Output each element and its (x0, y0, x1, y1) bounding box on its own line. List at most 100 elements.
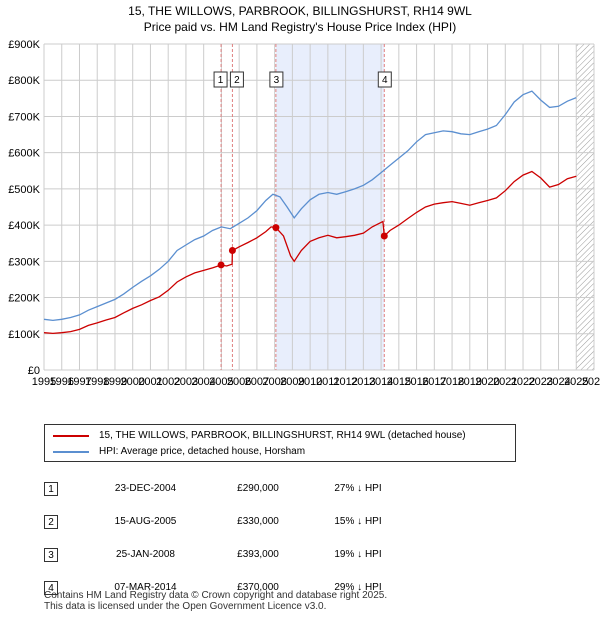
transaction-number: 1 (44, 481, 58, 496)
shaded-period (275, 44, 385, 370)
legend-label-property: 15, THE WILLOWS, PARBROOK, BILLINGSHURST… (99, 430, 466, 441)
transaction-price-cell: £370,000 (203, 571, 313, 604)
chart-title-line2: Price paid vs. HM Land Registry's House … (143, 20, 457, 34)
x-tick-label: 2017 (422, 376, 446, 388)
x-tick-label: 2020 (475, 376, 499, 388)
transaction-date: 15-AUG-2005 (114, 516, 177, 527)
transaction-number: 3 (44, 547, 58, 562)
y-tick-label: £300K (8, 256, 40, 268)
legend-swatch-hpi (53, 451, 89, 453)
x-tick-label: 2000 (120, 376, 144, 388)
x-tick-label: 2009 (280, 376, 304, 388)
transaction-row: 3 25-JAN-2008 £393,000 19% ↓ HPI (44, 538, 403, 571)
x-tick-label: 2021 (493, 376, 517, 388)
marker-label: 1 (218, 75, 224, 86)
transactions-table: 1 23-DEC-2004 £290,000 27% ↓ HPI 2 15-AUG-200… (44, 472, 403, 604)
transaction-date-cell: 15-AUG-2005 (88, 505, 203, 538)
marker-label-box (269, 71, 284, 88)
footer-licence: This data is licensed under the Open Gov… (44, 601, 327, 612)
x-tick-label: 2023 (529, 376, 553, 388)
transaction-date: 07-MAR-2014 (114, 582, 177, 593)
x-tick-label: 2016 (404, 376, 428, 388)
transaction-date: 23-DEC-2004 (114, 483, 177, 494)
x-tick-label: 2013 (351, 376, 375, 388)
legend-label-hpi: HPI: Average price, detached house, Hors… (99, 446, 306, 457)
transaction-number-cell: 1 (44, 472, 88, 505)
y-tick-label: £700K (8, 111, 40, 123)
x-tick-label: 1996 (49, 376, 73, 388)
transaction-hpi-diff: 27% ↓ HPI (334, 483, 382, 494)
marker-label-box (213, 71, 228, 88)
legend-swatch-property (53, 435, 89, 437)
transaction-price: £290,000 (237, 483, 279, 494)
x-tick-label: 2012 (333, 376, 357, 388)
transaction-hpi-diff-cell: 15% ↓ HPI (313, 505, 403, 538)
legend: 15, THE WILLOWS, PARBROOK, BILLINGSHURST… (44, 424, 516, 462)
y-tick-label: £0 (28, 365, 40, 377)
x-tick-label: 1999 (103, 376, 127, 388)
marker-label: 4 (382, 75, 388, 86)
footer-copyright: Contains HM Land Registry data © Crown c… (44, 590, 388, 601)
sale-point (217, 261, 225, 269)
transaction-row: 4 07-MAR-2014 £370,000 29% ↓ HPI (44, 571, 403, 604)
x-tick-label: 2015 (387, 376, 411, 388)
marker-label: 2 (234, 75, 240, 86)
transaction-price: £330,000 (237, 516, 279, 527)
y-tick-label: £600K (8, 148, 40, 160)
transaction-hpi-diff-cell: 29% ↓ HPI (313, 571, 403, 604)
y-tick-label: £800K (8, 75, 40, 87)
transaction-price: £393,000 (237, 549, 279, 560)
x-tick-label: 1998 (85, 376, 109, 388)
x-tick-label: 2002 (156, 376, 180, 388)
transaction-hpi-diff-cell: 27% ↓ HPI (313, 472, 403, 505)
x-tick-label: 2005 (209, 376, 233, 388)
x-tick-label: 2010 (298, 376, 322, 388)
y-tick-label: £400K (8, 220, 40, 232)
x-tick-label: 2006 (227, 376, 251, 388)
x-tick-label: 1997 (67, 376, 91, 388)
transaction-price-cell: £393,000 (203, 538, 313, 571)
y-tick-label: £900K (8, 39, 40, 51)
x-tick-label: 2014 (369, 376, 393, 388)
x-tick-label: 2008 (262, 376, 286, 388)
x-tick-label: 2026 (582, 376, 600, 388)
x-tick-label: 2025 (564, 376, 588, 388)
x-tick-label: 2001 (138, 376, 162, 388)
transaction-number: 2 (44, 514, 58, 529)
transaction-number: 4 (44, 580, 58, 595)
y-tick-label: £500K (8, 184, 40, 196)
x-tick-label: 2022 (511, 376, 535, 388)
sale-point (228, 246, 236, 254)
sale-point (272, 224, 280, 232)
footer: Contains HM Land Registry data © Crown c… (44, 590, 387, 612)
transaction-price-cell: £330,000 (203, 505, 313, 538)
price-chart: 1 2 3 4 199519961997199819992000200120022003… (8, 39, 600, 388)
transaction-hpi-diff: 19% ↓ HPI (334, 549, 382, 560)
transaction-date-cell: 23-DEC-2004 (88, 472, 203, 505)
x-tick-label: 2018 (440, 376, 464, 388)
transaction-date-cell: 25-JAN-2008 (88, 538, 203, 571)
transaction-date: 25-JAN-2008 (116, 549, 175, 560)
x-tick-label: 2003 (174, 376, 198, 388)
transaction-row: 1 23-DEC-2004 £290,000 27% ↓ HPI (44, 472, 403, 505)
marker-label-box (377, 71, 392, 88)
marker-label: 3 (274, 75, 280, 86)
transaction-hpi-diff: 15% ↓ HPI (334, 516, 382, 527)
x-tick-label: 1995 (32, 376, 56, 388)
x-tick-label: 2004 (191, 376, 215, 388)
x-tick-label: 2007 (245, 376, 269, 388)
transaction-date-cell: 07-MAR-2014 (88, 571, 203, 604)
transaction-row: 2 15-AUG-2005 £330,000 15% ↓ HPI (44, 505, 403, 538)
transaction-number-cell: 4 (44, 571, 88, 604)
chart-title-line1: 15, THE WILLOWS, PARBROOK, BILLINGSHURST… (128, 4, 472, 18)
transaction-number-cell: 2 (44, 505, 88, 538)
y-tick-label: £200K (8, 293, 40, 305)
x-tick-label: 2011 (316, 376, 340, 388)
transaction-number-cell: 3 (44, 538, 88, 571)
transaction-price: £370,000 (237, 582, 279, 593)
marker-label-box (229, 71, 244, 88)
sale-point (380, 232, 388, 240)
series-line (43, 170, 577, 335)
series-line (43, 90, 577, 322)
forecast-hatch (576, 44, 594, 370)
